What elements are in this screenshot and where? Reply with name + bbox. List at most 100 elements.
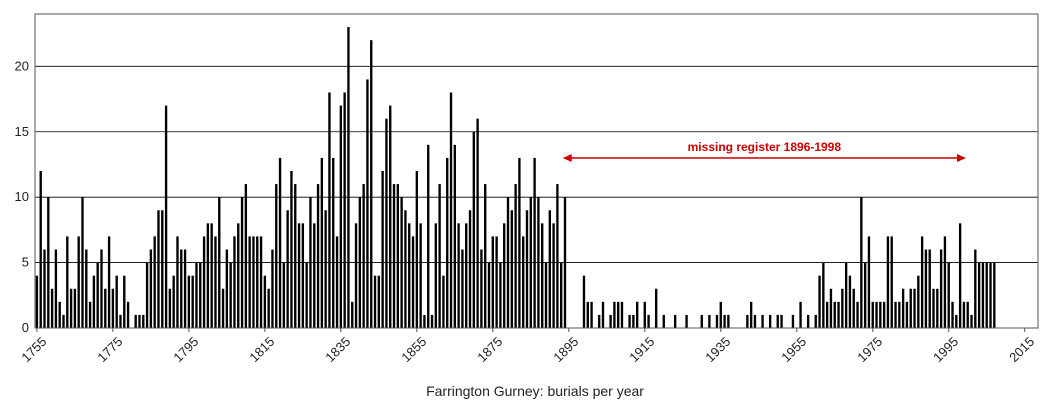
- bar-1969: [848, 275, 852, 328]
- bar-1997: [955, 314, 958, 328]
- bar-1772: [100, 249, 103, 328]
- bar-1900: [586, 301, 589, 328]
- bar-1786: [153, 236, 156, 328]
- bar-1852: [404, 210, 407, 328]
- x-tick-label: 1895: [550, 334, 581, 365]
- annotation-arrow-head-left: [562, 154, 572, 162]
- bar-1960: [814, 314, 817, 328]
- bar-1903: [598, 314, 601, 328]
- bar-1850: [396, 184, 400, 328]
- bar-1874: [487, 262, 491, 328]
- bar-1811: [248, 236, 251, 328]
- x-tick-label: 1955: [778, 334, 809, 365]
- bar-1831: [324, 210, 327, 328]
- bar-1923: [673, 314, 677, 328]
- bar-1761: [58, 301, 61, 328]
- bar-1801: [210, 223, 213, 328]
- bar-1880: [510, 210, 513, 328]
- bar-1918: [655, 288, 658, 328]
- bar-1845: [377, 275, 381, 328]
- bar-1870: [472, 131, 475, 328]
- bar-1981: [894, 301, 897, 328]
- bar-1844: [373, 275, 377, 328]
- bar-1775: [111, 288, 115, 328]
- bar-1846: [381, 171, 384, 328]
- bar-1843: [370, 40, 373, 329]
- bar-1995: [947, 262, 950, 328]
- bar-1990: [928, 249, 931, 328]
- bar-1887: [537, 197, 540, 328]
- bar-1971: [856, 301, 859, 328]
- bar-1998: [958, 223, 962, 328]
- annotation-arrow-head-right: [957, 154, 967, 162]
- bar-1792: [176, 236, 179, 328]
- bar-1878: [503, 223, 506, 328]
- bar-1948: [768, 314, 772, 328]
- bar-1975: [871, 301, 874, 328]
- bar-2003: [977, 262, 981, 328]
- bar-1961: [818, 275, 821, 328]
- bar-1891: [552, 223, 555, 328]
- bar-1835: [339, 105, 343, 328]
- bar-1911: [628, 314, 631, 328]
- bar-1763: [66, 236, 69, 328]
- bar-1857: [423, 314, 426, 328]
- bar-1848: [389, 105, 392, 328]
- bar-1756: [39, 171, 42, 328]
- bar-1970: [852, 288, 855, 328]
- bar-1764: [69, 288, 73, 328]
- bar-1858: [427, 144, 430, 328]
- bar-1822: [290, 171, 293, 328]
- bar-1853: [408, 223, 411, 328]
- bar-1892: [556, 184, 559, 328]
- bar-1837: [347, 27, 350, 329]
- bar-1993: [939, 249, 943, 328]
- bar-2001: [970, 314, 973, 328]
- bar-1823: [294, 184, 297, 328]
- bar-1767: [81, 197, 84, 328]
- bar-1867: [461, 249, 464, 328]
- bar-1926: [685, 314, 688, 328]
- bar-1770: [92, 275, 96, 328]
- bar-1884: [525, 210, 529, 328]
- bar-1935: [719, 301, 722, 328]
- bar-1893: [560, 262, 563, 328]
- bar-1872: [480, 249, 483, 328]
- plot-frame: [34, 13, 1039, 329]
- bar-1796: [191, 275, 194, 328]
- bar-1773: [104, 288, 107, 328]
- bar-1809: [240, 197, 244, 328]
- bar-1768: [85, 249, 88, 328]
- bar-1907: [613, 301, 616, 328]
- bar-2006: [989, 262, 992, 328]
- bars: [35, 27, 996, 329]
- bar-1787: [157, 210, 160, 328]
- bar-2005: [985, 262, 988, 328]
- bar-1766: [77, 236, 80, 328]
- bar-1869: [468, 210, 472, 328]
- x-tick-label: 1815: [246, 334, 277, 365]
- bar-1859: [430, 314, 434, 328]
- bar-1810: [244, 184, 248, 328]
- bar-1873: [484, 184, 487, 328]
- bar-1973: [863, 262, 867, 328]
- bar-1962: [822, 262, 825, 328]
- bar-1980: [890, 236, 893, 328]
- bar-1820: [282, 262, 286, 328]
- bar-1793: [180, 249, 183, 328]
- bar-1860: [434, 223, 437, 328]
- bar-1797: [195, 262, 198, 328]
- x-tick-label: 1835: [322, 334, 353, 365]
- y-tick-label: 20: [15, 58, 29, 73]
- bar-1765: [73, 288, 77, 328]
- bar-1885: [529, 197, 532, 328]
- bar-1909: [620, 301, 624, 328]
- bar-1774: [107, 236, 111, 328]
- x-tick-label: 1775: [94, 334, 125, 365]
- bar-1832: [328, 92, 331, 328]
- bar-1906: [609, 314, 612, 328]
- bar-1958: [806, 314, 810, 328]
- bar-1834: [335, 236, 339, 328]
- bar-1798: [199, 262, 202, 328]
